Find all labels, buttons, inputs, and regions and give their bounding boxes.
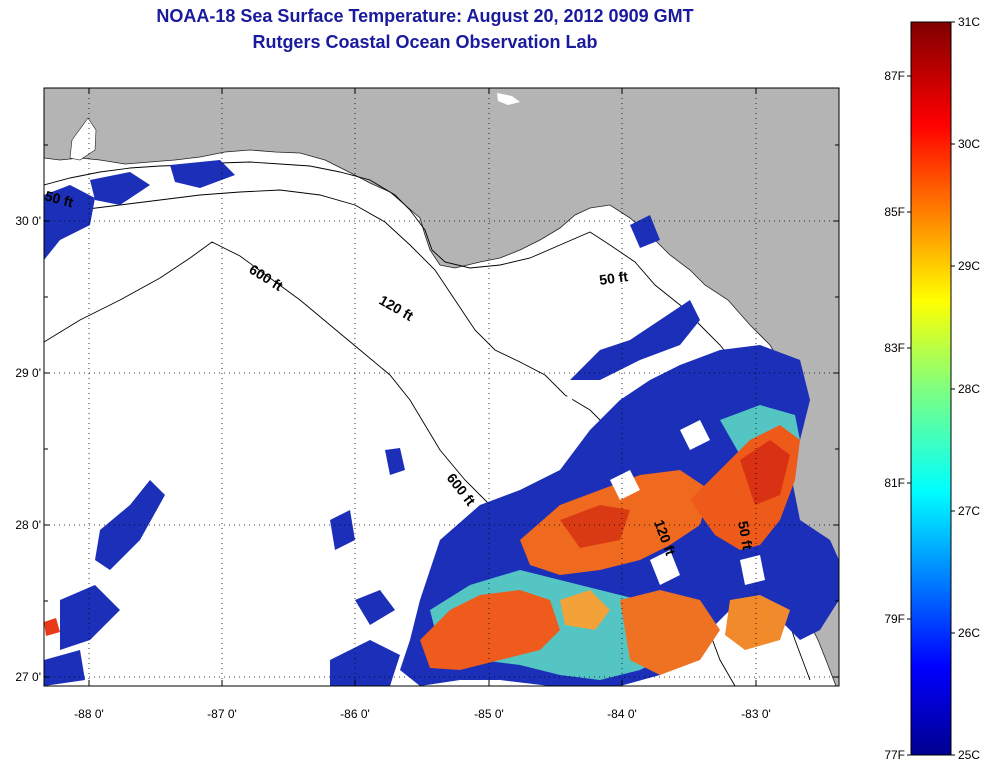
tick-marks xyxy=(44,88,839,686)
colorbar-c-25: 25C xyxy=(958,748,980,762)
lat-label-29: 29 0' xyxy=(15,366,41,380)
lat-label-30: 30 0' xyxy=(15,214,41,228)
colorbar-f-83: 83F xyxy=(884,341,905,355)
colorbar xyxy=(910,21,952,756)
colorbar-c-28: 28C xyxy=(958,382,980,396)
colorbar-f-81: 81F xyxy=(884,476,905,490)
lake-shape xyxy=(497,93,520,105)
map-title: NOAA-18 Sea Surface Temperature: August … xyxy=(156,6,694,26)
colorbar-f-77: 77F xyxy=(884,748,905,762)
lat-label-27: 27 0' xyxy=(15,670,41,684)
map-subtitle: Rutgers Coastal Ocean Observation Lab xyxy=(252,32,598,52)
colorbar-c-29: 29C xyxy=(958,259,980,273)
lon-label-83: -83 0' xyxy=(741,707,771,721)
lon-label-86: -86 0' xyxy=(340,707,370,721)
bay-shape xyxy=(69,117,97,161)
colorbar-f-85: 85F xyxy=(884,205,905,219)
lon-label-88: -88 0' xyxy=(74,707,104,721)
lat-label-28: 28 0' xyxy=(15,518,41,532)
colorbar-ticks xyxy=(907,21,955,756)
colorbar-f-87: 87F xyxy=(884,69,905,83)
lon-label-87: -87 0' xyxy=(207,707,237,721)
colorbar-c-27: 27C xyxy=(958,504,980,518)
contour-label-1: 50 ft xyxy=(43,187,75,210)
lon-label-85: -85 0' xyxy=(474,707,504,721)
plot-frame xyxy=(43,87,840,687)
colorbar-f-79: 79F xyxy=(884,612,905,626)
lon-label-84: -84 0' xyxy=(607,707,637,721)
warm-patch-west xyxy=(44,618,60,636)
cloud-gaps xyxy=(540,395,765,585)
colorbar-c-30: 30C xyxy=(958,137,980,151)
contour-label-4: 50 ft xyxy=(598,268,629,288)
colorbar-c-26: 26C xyxy=(958,626,980,640)
warm-sst-patches xyxy=(420,425,800,675)
colorbar-c-31: 31C xyxy=(958,15,980,29)
contour-label-7: 50 ft xyxy=(735,520,756,551)
